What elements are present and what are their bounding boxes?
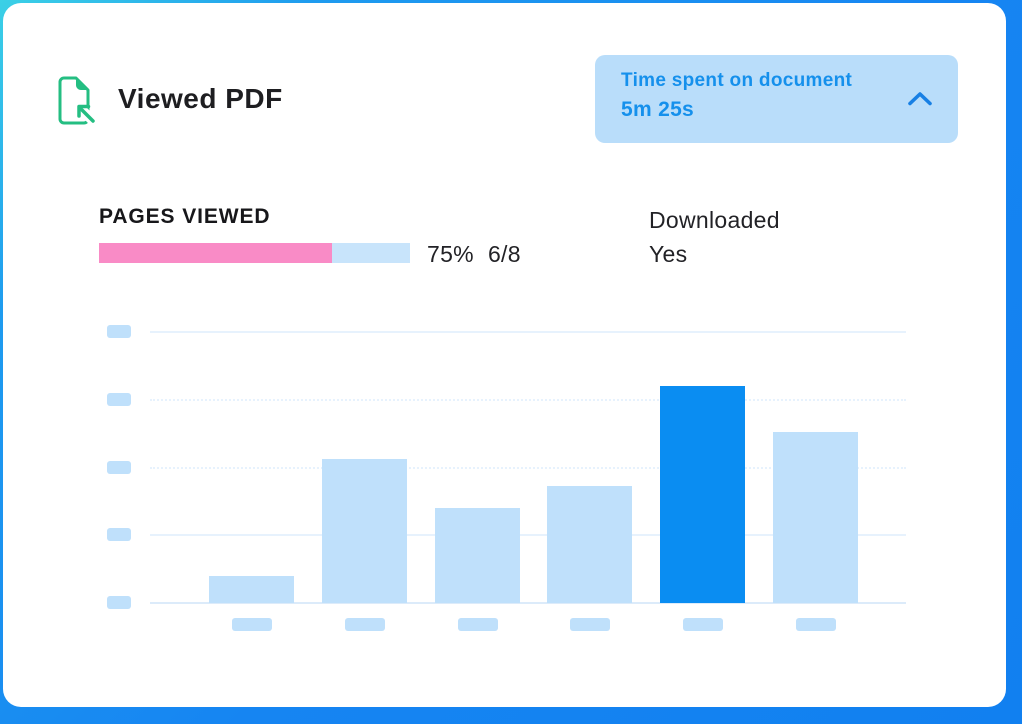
x-axis-label-placeholder [344,618,385,631]
chevron-up-icon[interactable] [906,90,934,108]
y-axis-tick-placeholder [107,528,131,541]
y-axis-tick-placeholder [107,325,131,338]
pages-viewed-fraction: 6/8 [487,241,521,267]
x-axis-baseline [150,602,906,604]
x-axis-label-placeholder [795,618,836,631]
y-axis-tick-placeholder [107,461,131,474]
gridline [150,399,906,401]
bar [209,576,294,603]
gridline [150,331,906,333]
analytics-card: Viewed PDF Time spent on document 5m 25s… [3,3,1006,707]
bar-highlighted [660,386,745,603]
x-axis-label-placeholder [457,618,498,631]
y-axis-tick-placeholder [107,596,131,609]
pages-viewed-progress-fill [99,243,333,263]
document-view-icon [57,75,98,126]
y-axis-tick-placeholder [107,393,131,406]
bar [322,459,407,603]
bar [547,486,632,603]
pages-viewed-stats: 75% 6/8 [427,241,521,268]
x-axis-label-placeholder [231,618,272,631]
page-title: Viewed PDF [118,83,283,114]
gridline [150,534,906,536]
downloaded-label: Downloaded [649,207,780,233]
time-spent-badge[interactable]: Time spent on document 5m 25s [595,55,958,143]
bar [435,508,520,603]
pages-viewed-label: PAGES VIEWED [99,205,271,228]
x-axis-label-placeholder [682,618,723,631]
pages-viewed-percent: 75% [427,241,474,267]
time-spent-label: Time spent on document [621,70,853,91]
time-spent-value: 5m 25s [621,98,695,121]
bar [773,432,858,603]
gridline [150,467,906,469]
pages-viewed-progress [99,243,410,263]
x-axis-label-placeholder [569,618,610,631]
downloaded-value: Yes [649,241,688,267]
